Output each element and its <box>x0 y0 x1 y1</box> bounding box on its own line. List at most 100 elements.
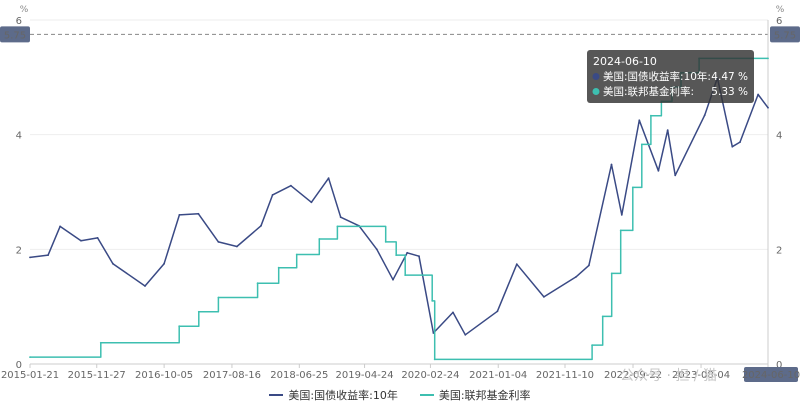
series-1-point-19 <box>631 186 634 189</box>
series-0-point-9 <box>197 212 200 215</box>
reference-label-left: 5.75 <box>4 30 26 41</box>
series-0-point-32 <box>620 214 623 216</box>
x-tick-label-4: 2018-06-25 <box>270 370 328 381</box>
series-1-point-8 <box>318 238 321 240</box>
y-tick-right-6: 6 <box>776 16 782 27</box>
series-1-point-18 <box>619 229 622 232</box>
series-0-point-27 <box>515 263 518 266</box>
series-0-point-3 <box>80 239 82 242</box>
series-1-point-15 <box>591 344 593 346</box>
legend-label-fedfunds: 美国:联邦基金利率 <box>438 389 531 402</box>
series-0-point-35 <box>666 129 669 132</box>
series-0-point-34 <box>657 169 660 172</box>
series-0-point-36 <box>674 174 677 177</box>
series-0-point-0 <box>29 256 31 259</box>
series-0-point-10 <box>217 241 220 243</box>
series-1-point-10 <box>384 241 387 243</box>
tooltip-row-value-1: 5.33 % <box>711 86 748 98</box>
y-tick-right-4: 4 <box>776 131 782 142</box>
y-unit-right: % <box>776 5 785 15</box>
x-tick-label-8: 2021-11-10 <box>536 370 594 381</box>
series-1-point-16 <box>601 315 604 318</box>
series-0-point-25 <box>464 333 467 336</box>
tooltip-row-label-1: 美国:联邦基金利率: <box>603 85 694 98</box>
x-tick-label-3: 2017-08-16 <box>203 370 261 381</box>
series-1-point-5 <box>256 282 259 285</box>
series-0-point-37 <box>703 114 706 117</box>
y-tick-left-4: 4 <box>16 131 22 142</box>
chart-legend: 美国:国债收益率:10年 美国:联邦基金利率 <box>0 386 800 404</box>
x-tick-badge-last <box>744 367 798 382</box>
series-layer <box>29 57 769 361</box>
series-1-point-11 <box>395 254 398 256</box>
legend-swatch-treasury <box>269 394 284 396</box>
x-tick-label-6: 2020-02-24 <box>401 370 459 381</box>
series-0-point-41 <box>757 93 759 96</box>
chart-canvas: 0 0 2 2 4 4 6 6% % 5.75 5.75 2015-01-21 2015-11-27 20… <box>0 5 800 384</box>
series-0-point-26 <box>496 310 499 313</box>
series-1-point-13 <box>431 300 434 302</box>
series-1-point-20 <box>640 143 643 146</box>
series-1-point-2 <box>178 325 181 328</box>
legend-item-treasury[interactable]: 美国:国债收益率:10年 <box>269 386 398 404</box>
series-0-point-16 <box>327 177 330 180</box>
series-0-point-42 <box>767 106 769 109</box>
series-0-point-20 <box>392 278 394 281</box>
series-1-point-7 <box>295 253 298 256</box>
reference-label-right: 5.75 <box>774 30 796 41</box>
series-0-point-1 <box>47 254 49 256</box>
series-0-point-30 <box>588 264 590 267</box>
series-0-point-7 <box>163 262 166 265</box>
series-1-point-26 <box>767 57 769 60</box>
x-tick-label-10: 2023-08-04 <box>672 370 730 381</box>
series-1-point-1 <box>99 341 102 344</box>
series-0-point-15 <box>310 201 313 204</box>
series-0-point-8 <box>178 214 181 216</box>
y-tick-left-0: 0 <box>16 360 22 371</box>
series-0-point-19 <box>375 248 378 251</box>
y-tick-right-0: 0 <box>776 360 782 371</box>
series-0-point-33 <box>638 119 641 122</box>
legend-swatch-fedfunds <box>419 394 434 396</box>
series-0-point-40 <box>739 141 741 144</box>
series-0-point-13 <box>271 194 274 196</box>
y-tick-left-2: 2 <box>16 245 22 256</box>
y-tick-left-6: 6 <box>16 16 22 27</box>
grid-lines <box>30 19 768 365</box>
series-1-point-3 <box>197 310 200 313</box>
series-0-point-5 <box>112 262 114 265</box>
series-1-point-17 <box>610 272 613 275</box>
series-0-point-4 <box>96 237 99 239</box>
legend-label-treasury: 美国:国债收益率:10年 <box>288 389 398 402</box>
series-0-point-2 <box>59 225 61 228</box>
series-0-point-11 <box>236 245 238 248</box>
x-tick-label-9: 2022-09-22 <box>604 370 662 381</box>
series-0-point-39 <box>731 145 734 148</box>
series-0-point-24 <box>452 311 454 314</box>
watermark-text: 公众号 · 担 / 猫 <box>620 368 717 384</box>
tooltip-row-label-0: 美国:国债收益率:10年: <box>603 70 711 83</box>
series-0-point-14 <box>290 184 292 187</box>
series-0-point-6 <box>144 285 146 287</box>
tooltip-box <box>587 50 754 103</box>
legend-item-fedfunds[interactable]: 美国:联邦基金利率 <box>419 386 531 404</box>
tooltip: 2024-06-10 美国:国债收益率:10年: 4.47 % 美国:联邦基金利率: 5… <box>587 50 754 103</box>
y-tick-right-2: 2 <box>776 245 782 256</box>
series-0-point-28 <box>543 296 545 298</box>
series-1-point-4 <box>217 296 220 299</box>
series-0-point-23 <box>432 332 435 334</box>
x-tick-label-2: 2016-10-05 <box>135 370 193 381</box>
series-0-point-12 <box>260 224 262 227</box>
series-0-point-21 <box>406 251 409 254</box>
reference-badge-left <box>0 26 30 43</box>
series-line-1 <box>30 57 768 361</box>
series-1-point-14 <box>433 358 436 361</box>
axes: 0 0 2 2 4 4 6 6% % 5.75 5.75 2015-01-21 2015-11-27 20… <box>0 5 800 382</box>
series-1-point-9 <box>336 225 339 228</box>
x-tick-label-5: 2019-04-24 <box>335 370 393 381</box>
y-unit-left: % <box>20 5 29 15</box>
tooltip-dot-1 <box>592 88 600 95</box>
tooltip-date: 2024-06-10 <box>593 55 657 68</box>
reference-badge-right <box>770 26 800 43</box>
x-tick-label-11: 2024-06-10 <box>742 370 800 381</box>
